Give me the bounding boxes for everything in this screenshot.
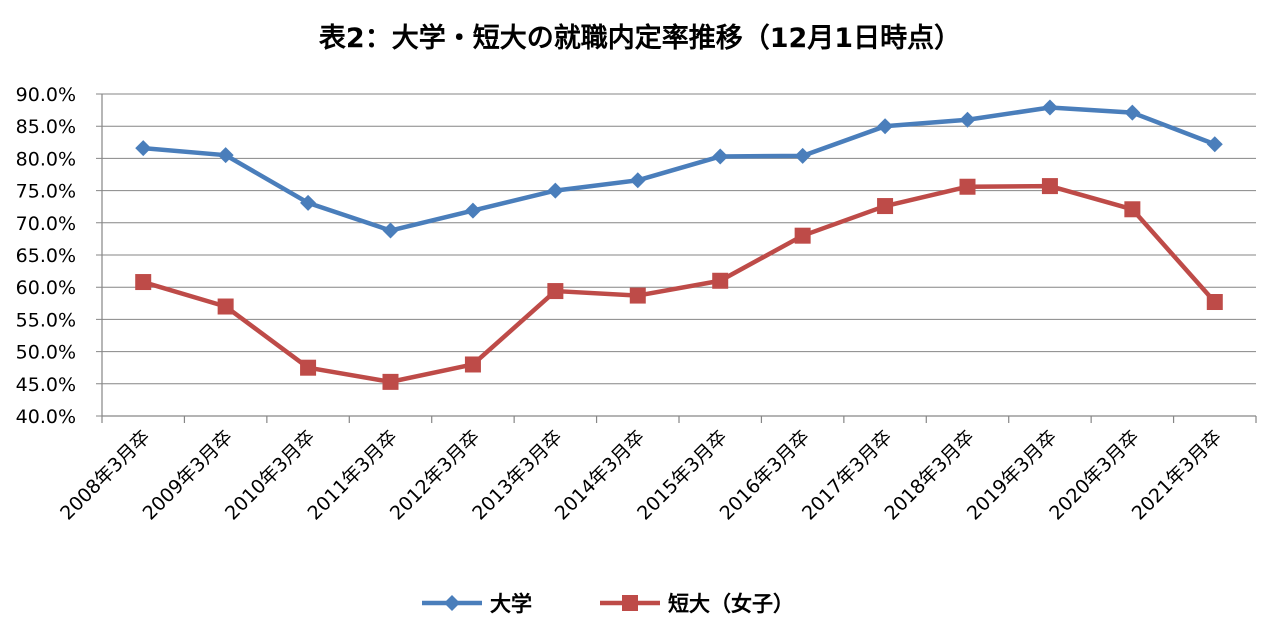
- data-point: [547, 182, 564, 199]
- chart-title: 表2：大学・短大の就職内定率推移（12月1日時点）: [319, 22, 961, 54]
- legend-marker: [622, 595, 638, 611]
- data-point: [1124, 201, 1141, 218]
- y-tick-label: 40.0%: [16, 406, 76, 428]
- data-point: [135, 140, 152, 157]
- gridlines: [96, 93, 1256, 417]
- data-point: [1206, 294, 1223, 311]
- data-point: [629, 172, 646, 189]
- data-point: [135, 274, 152, 291]
- y-tick-label: 60.0%: [16, 277, 76, 299]
- data-point: [712, 148, 729, 165]
- data-point: [712, 272, 729, 289]
- y-tick-label: 80.0%: [16, 148, 76, 170]
- data-point: [877, 118, 894, 135]
- data-point: [217, 298, 234, 315]
- legend-item: 大学: [422, 592, 532, 616]
- data-point: [300, 359, 317, 376]
- data-point: [300, 194, 317, 211]
- data-point: [1206, 136, 1223, 153]
- legend: 大学 短大（女子）: [422, 592, 794, 616]
- axes: [101, 94, 1257, 423]
- series-2: [135, 178, 1223, 390]
- y-tick-label: 50.0%: [16, 342, 76, 364]
- data-point: [464, 202, 481, 219]
- y-tick-label: 45.0%: [16, 374, 76, 396]
- data-point: [382, 222, 399, 239]
- data-point: [794, 147, 811, 164]
- x-tick-labels: 2008年3月卒2009年3月卒2010年3月卒2011年3月卒2012年3月卒…: [56, 426, 1226, 525]
- series-line: [143, 105, 1216, 233]
- y-tick-label: 55.0%: [16, 309, 76, 331]
- y-tick-label: 65.0%: [16, 245, 76, 267]
- data-point: [1124, 104, 1141, 121]
- data-point: [959, 111, 976, 128]
- data-point: [959, 178, 976, 195]
- data-point: [1041, 99, 1058, 116]
- data-point: [629, 287, 646, 304]
- data-point: [1041, 178, 1058, 195]
- y-tick-label: 70.0%: [16, 213, 76, 235]
- y-tick-label: 75.0%: [16, 181, 76, 203]
- data-point: [217, 147, 234, 164]
- legend-label: 大学: [490, 592, 532, 616]
- data-point: [464, 356, 481, 373]
- series-1: [135, 99, 1223, 239]
- data-point: [382, 373, 399, 390]
- legend-label: 短大（女子）: [668, 592, 794, 616]
- legend-marker: [444, 595, 460, 611]
- series-line: [142, 183, 1217, 385]
- y-tick-label: 85.0%: [16, 116, 76, 138]
- y-tick-label: 90.0%: [16, 84, 76, 106]
- series: [135, 99, 1223, 390]
- data-point: [794, 227, 811, 244]
- data-point: [877, 198, 894, 215]
- y-tick-labels: 90.0% 85.0% 80.0% 75.0% 70.0% 65.0% 60.0% 55.0%…: [16, 84, 76, 428]
- data-point: [547, 283, 564, 300]
- legend-item: 短大（女子）: [600, 592, 794, 616]
